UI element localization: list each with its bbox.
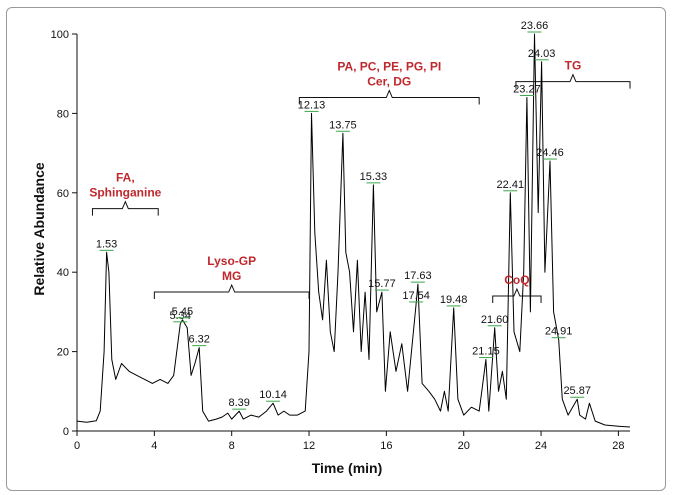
group-label: Cer, DG [367,75,411,89]
y-tick-label: 20 [57,347,69,359]
x-tick-label: 24 [535,440,547,452]
figure-frame [6,7,666,491]
x-axis-title: Time (min) [312,460,383,476]
y-tick-label: 40 [57,267,69,279]
peak-label: 6.32 [188,334,209,346]
x-tick-label: 8 [229,440,235,452]
x-tick-label: 0 [74,440,80,452]
y-tick-label: 0 [63,426,69,438]
y-tick-label: 100 [51,29,69,41]
peak-label: 23.27 [513,84,541,96]
x-tick-label: 4 [151,440,157,452]
y-tick-label: 60 [57,188,69,200]
peak-label: 1.53 [96,238,117,250]
peak-label: 5.34 [170,310,191,322]
trace-group [76,33,631,428]
y-axis-title: Relative Abundance [31,162,47,296]
group-bracket [298,89,480,105]
group-label: TG [565,59,582,73]
peak-label: 17.63 [404,270,432,282]
peak-label: 22.41 [497,179,525,191]
x-tick-label: 12 [303,440,315,452]
x-tick-label: 16 [380,440,392,452]
group-bracket [153,283,310,300]
peak-label: 17.54 [402,290,430,302]
chromatogram-trace [76,33,631,428]
peak-label: 19.48 [440,294,468,306]
peak-label: 25.87 [563,385,591,397]
peak-label: 21.60 [481,314,509,326]
group-bracket [515,73,631,89]
group-label: FA, [116,171,135,185]
peak-label: 5.45 [172,306,193,318]
peak-label: 24.91 [545,326,573,338]
peak-label: 12.13 [298,99,326,111]
peak-label: 10.14 [259,389,287,401]
group-bracket [492,287,542,304]
peak-label: 15.77 [368,278,396,290]
group-label: MG [222,269,241,283]
peak-label: 8.39 [229,397,250,409]
group-label: PA, PC, PE, PG, PI [337,60,441,74]
peak-label: 13.75 [329,119,357,131]
group-label: Lyso-GP [207,254,256,268]
group-bracket [91,200,159,216]
peak-label: 23.66 [521,20,549,32]
group-label: CoQ [504,273,529,287]
group-label: Sphinganine [89,186,161,200]
axes: 0 4 8 12 16 20 24 28 0 20 40 60 80 100 [51,29,630,452]
x-tick-label: 20 [458,440,470,452]
y-tick-label: 80 [57,108,69,120]
peak-label: 24.46 [536,147,564,159]
peak-label: 21.15 [472,346,500,358]
peak-label: 24.03 [528,48,556,60]
peak-label: 15.33 [360,171,388,183]
x-tick-label: 28 [612,440,624,452]
